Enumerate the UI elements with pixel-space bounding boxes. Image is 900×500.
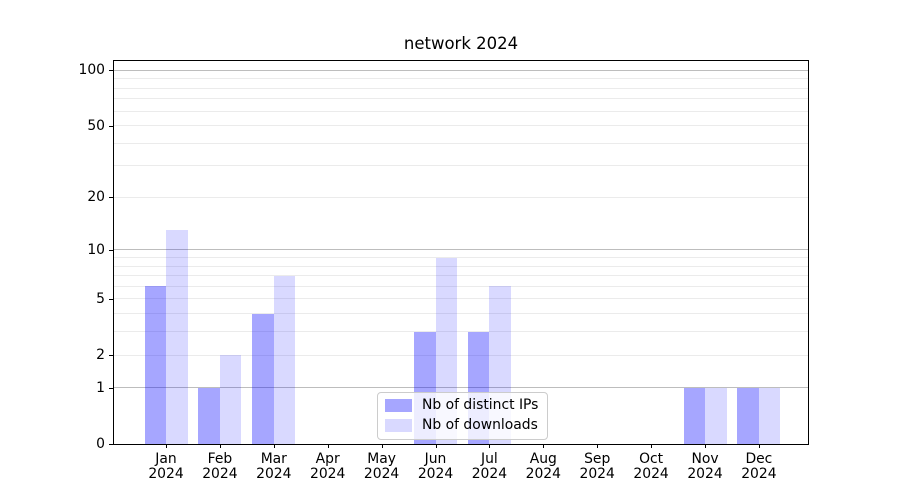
x-axis-tick-label: Oct 2024	[633, 451, 669, 482]
x-axis-tick	[543, 444, 544, 448]
minor-gridline	[114, 110, 808, 112]
bar-distinct-ips	[144, 286, 166, 444]
x-axis-tick	[220, 444, 221, 448]
major-gridline	[114, 249, 808, 251]
x-axis-tick	[651, 444, 652, 448]
y-axis-tick-label: 20	[87, 189, 105, 206]
minor-gridline	[114, 298, 808, 300]
legend-label: Nb of downloads	[422, 417, 538, 433]
bar-distinct-ips	[683, 387, 705, 444]
chart-title: network 2024	[403, 34, 519, 53]
y-axis-tick-label: 2	[96, 347, 105, 364]
x-axis-tick	[274, 444, 275, 448]
x-axis-tick	[597, 444, 598, 448]
bar-downloads	[166, 230, 188, 444]
legend-swatch-distinct-ips	[385, 399, 412, 412]
x-axis-tick-label: Jan 2024	[148, 451, 184, 482]
y-axis-tick-label: 50	[87, 117, 105, 134]
x-axis-tick	[705, 444, 706, 448]
y-axis-tick	[109, 355, 113, 356]
y-axis-tick	[109, 197, 113, 198]
y-axis-tick	[109, 299, 113, 300]
x-axis-tick-label: Jun 2024	[417, 451, 454, 482]
legend-label: Nb of distinct IPs	[422, 397, 539, 413]
major-gridline	[114, 69, 808, 71]
y-axis-tick	[109, 444, 113, 445]
minor-gridline	[114, 354, 808, 356]
x-axis-tick	[166, 444, 167, 448]
x-axis-tick-label: Nov 2024	[687, 451, 723, 482]
y-axis-tick-label: 100	[78, 62, 105, 79]
y-axis-tick	[109, 388, 113, 389]
legend-swatch-downloads	[385, 419, 412, 432]
x-axis-tick-label: Aug 2024	[525, 451, 561, 482]
y-axis-tick-label: 1	[96, 379, 105, 396]
y-axis-tick	[109, 70, 113, 71]
minor-gridline	[114, 125, 808, 127]
minor-gridline	[114, 285, 808, 287]
minor-gridline	[114, 165, 808, 167]
y-axis-tick	[109, 126, 113, 127]
bar-downloads	[219, 355, 242, 444]
bar-downloads	[273, 275, 296, 444]
minor-gridline	[114, 87, 808, 89]
bar-downloads	[758, 387, 781, 444]
minor-gridline	[114, 331, 808, 333]
minor-gridline	[114, 257, 808, 258]
plot-area: Nb of distinct IPs Nb of downloads 0 1 2 5 10…	[78, 60, 809, 482]
y-axis-tick-label: 10	[87, 241, 105, 258]
x-axis-tick-label: Jul 2024	[471, 451, 508, 482]
x-axis-tick-label: Sep 2024	[579, 451, 615, 482]
bar-distinct-ips	[737, 387, 759, 444]
minor-gridline	[114, 98, 808, 100]
minor-gridline	[114, 265, 808, 267]
minor-gridline	[114, 142, 808, 144]
legend-item: Nb of distinct IPs	[385, 398, 538, 413]
bar-distinct-ips	[252, 313, 274, 444]
minor-gridline	[114, 313, 808, 315]
bar-distinct-ips	[198, 387, 220, 444]
x-axis-tick	[436, 444, 437, 448]
y-axis-tick	[109, 250, 113, 251]
x-axis-tick-label: Apr 2024	[310, 451, 346, 482]
x-axis-tick-label: Feb 2024	[202, 451, 238, 482]
minor-gridline	[114, 275, 808, 277]
minor-gridline	[114, 196, 808, 198]
x-axis-tick-label: Mar 2024	[256, 451, 292, 482]
y-axis-tick-label: 0	[96, 436, 105, 452]
minor-gridline	[114, 78, 808, 80]
x-axis-tick	[382, 444, 383, 448]
x-axis-tick	[489, 444, 490, 448]
legend-item: Nb of downloads	[385, 418, 538, 433]
y-axis-tick-label: 5	[96, 290, 105, 307]
bar-downloads	[705, 387, 727, 444]
x-axis-tick	[328, 444, 329, 448]
x-axis-tick-label: Dec 2024	[741, 451, 777, 482]
major-gridline	[114, 387, 808, 389]
x-axis-tick-label: May 2024	[363, 451, 400, 482]
x-axis-tick	[759, 444, 760, 448]
legend: Nb of distinct IPs Nb of downloads	[377, 392, 549, 440]
